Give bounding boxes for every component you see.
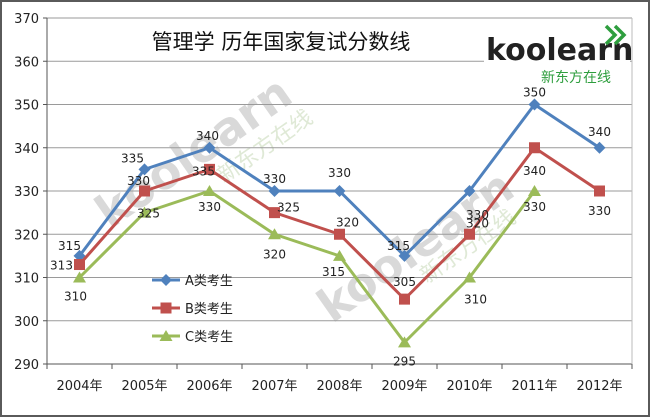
data-point	[528, 98, 541, 111]
chart-title: 管理学 历年国家复试分数线	[152, 30, 411, 54]
data-point	[268, 185, 281, 197]
data-point	[268, 228, 281, 240]
x-tick-label: 2009年	[381, 379, 427, 394]
data-point	[74, 259, 85, 271]
y-tick-label: 310	[14, 272, 39, 287]
data-label: 330	[588, 204, 611, 218]
data-point	[334, 228, 345, 240]
data-point	[73, 271, 86, 283]
data-label: 305	[393, 275, 416, 289]
data-labels: 315 335 340 330 330 315 330 350 340 313 330 335 325 3…	[50, 86, 611, 369]
data-point	[203, 141, 216, 154]
series-layer	[73, 98, 606, 348]
x-tick-label: 2012年	[576, 379, 622, 394]
data-point	[463, 271, 476, 283]
x-tick-label: 2005年	[121, 379, 167, 394]
data-label: 320	[336, 215, 359, 229]
data-point	[399, 293, 410, 305]
data-label: 340	[196, 129, 219, 143]
data-point	[398, 249, 411, 262]
legend-label: C类考生	[185, 330, 233, 345]
y-tick-label: 350	[14, 99, 39, 114]
data-label: 330	[328, 166, 351, 180]
data-label: 315	[387, 239, 410, 253]
x-tick-label: 2006年	[186, 379, 232, 394]
data-label: 320	[263, 247, 286, 261]
logo-subtitle: 新东方在线	[541, 70, 611, 86]
data-label: 310	[464, 293, 487, 307]
data-point	[333, 249, 346, 261]
data-label: 330	[198, 200, 221, 214]
data-label: 340	[588, 125, 611, 139]
logo-background	[484, 20, 630, 86]
legend-label: B类考生	[185, 302, 233, 317]
y-tick-label: 330	[14, 185, 39, 200]
y-tick-label: 360	[14, 55, 39, 70]
data-label: 315	[58, 239, 81, 253]
data-label: 310	[64, 290, 87, 304]
legend-label: A类考生	[185, 274, 233, 289]
data-label: 325	[137, 207, 160, 221]
data-point	[529, 142, 540, 154]
x-tick-label: 2011年	[511, 379, 557, 394]
data-label: 320	[466, 216, 489, 230]
data-label: 295	[393, 354, 416, 368]
data-point	[463, 185, 476, 197]
legend: A类考生 B类考生 C类考生	[152, 274, 233, 345]
data-point	[464, 228, 475, 240]
data-point	[139, 185, 150, 197]
data-point	[138, 163, 151, 176]
legend-marker	[159, 330, 173, 341]
x-tick-label: 2007年	[251, 379, 297, 394]
series-line	[78, 189, 536, 344]
data-label: 315	[322, 265, 345, 279]
data-label: 340	[523, 164, 546, 178]
legend-marker	[160, 274, 172, 286]
data-point	[204, 163, 215, 175]
data-point	[398, 336, 411, 348]
data-point	[269, 207, 280, 219]
data-label: 335	[121, 151, 144, 165]
data-point	[333, 185, 346, 197]
x-tick-label: 2004年	[56, 379, 102, 394]
legend-marker	[160, 302, 172, 314]
y-tick-label: 370	[14, 12, 39, 27]
data-point	[594, 185, 605, 197]
data-label: 330	[523, 200, 546, 214]
y-tick-label: 340	[14, 142, 39, 157]
data-label: 313	[50, 259, 73, 273]
data-label: 330	[263, 172, 286, 186]
data-point	[203, 185, 216, 196]
data-point	[138, 206, 151, 218]
data-label: 350	[523, 86, 546, 100]
y-tick-label: 300	[14, 315, 39, 330]
y-tick-label: 290	[14, 358, 39, 373]
x-tick-label: 2010年	[446, 379, 492, 394]
x-tick-label: 2008年	[316, 379, 362, 394]
logo-chevron-icon	[604, 24, 618, 46]
data-point	[528, 185, 541, 196]
data-label: 335	[192, 164, 215, 178]
data-label: 325	[277, 201, 300, 215]
data-label: 330	[127, 174, 150, 188]
data-point	[593, 141, 606, 154]
data-label: 330	[466, 208, 489, 222]
logo-chevron-icon	[613, 24, 627, 46]
y-tick-label: 320	[14, 228, 39, 243]
